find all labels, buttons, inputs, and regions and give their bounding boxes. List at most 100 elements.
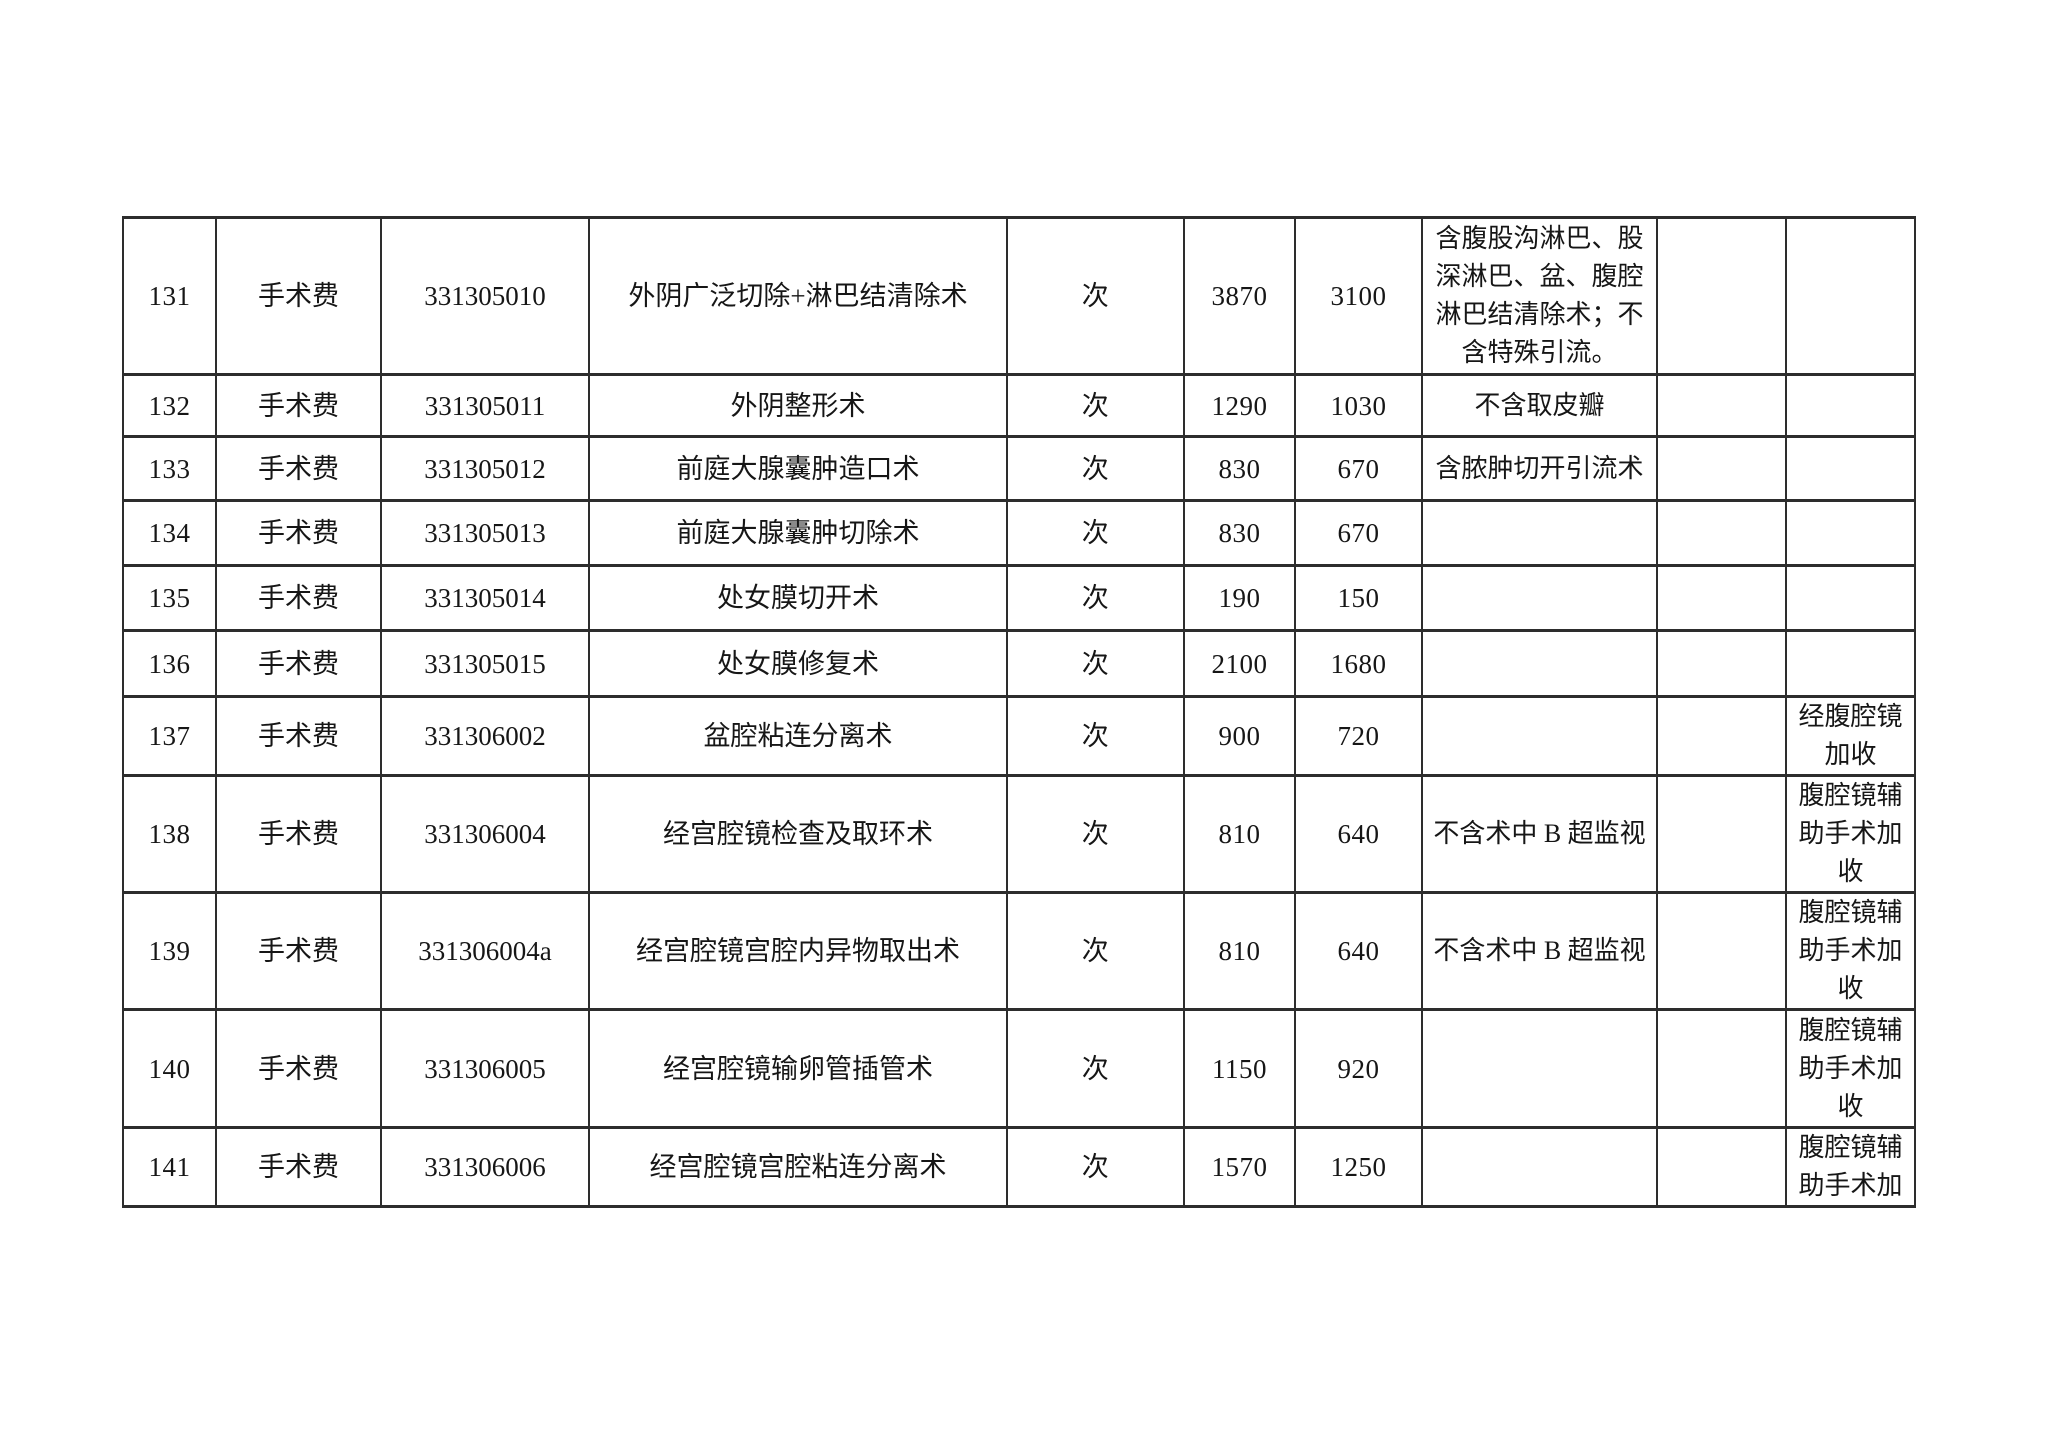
cell-code: 331306004a [380, 891, 590, 1011]
cell-category: 手术费 [215, 373, 382, 438]
cell-code: 331305010 [380, 216, 590, 376]
cell-category: 手术费 [215, 695, 382, 777]
cell-code: 331305011 [380, 373, 590, 438]
cell-unit: 次 [1006, 1008, 1185, 1129]
cell-unit: 次 [1006, 1126, 1185, 1208]
cell-price_b: 720 [1294, 695, 1423, 777]
cell-code: 331306006 [380, 1126, 590, 1208]
cell-no: 137 [122, 695, 217, 777]
cell-unit: 次 [1006, 774, 1185, 894]
cell-price_a: 1570 [1183, 1126, 1296, 1208]
cell-code: 331305013 [380, 499, 590, 567]
cell-price_b: 1680 [1294, 629, 1423, 698]
table-row: 138 手术费 331306004 经宫腔镜检查及取环术次 810 640 不含术中 B 超… [122, 774, 1916, 894]
table-row: 134 手术费 331305013 前庭大腺囊肿切除术次 830 670 [122, 499, 1916, 567]
cell-note [1421, 695, 1658, 777]
cell-name: 外阴整形术 [588, 373, 1008, 438]
cell-addon [1785, 216, 1916, 376]
cell-code: 331305012 [380, 435, 590, 502]
cell-extra [1656, 435, 1787, 502]
table-row: 137 手术费 331306002 盆腔粘连分离术次 900 720 经腹腔镜加收 [122, 695, 1916, 777]
cell-extra [1656, 891, 1787, 1011]
cell-price_a: 190 [1183, 564, 1296, 632]
cell-price_b: 920 [1294, 1008, 1423, 1129]
cell-price_b: 3100 [1294, 216, 1423, 376]
cell-price_a: 830 [1183, 435, 1296, 502]
cell-name: 前庭大腺囊肿切除术 [588, 499, 1008, 567]
cell-name: 前庭大腺囊肿造口术 [588, 435, 1008, 502]
cell-category: 手术费 [215, 435, 382, 502]
cell-price_b: 670 [1294, 435, 1423, 502]
cell-category: 手术费 [215, 564, 382, 632]
cell-no: 134 [122, 499, 217, 567]
cell-code: 331306002 [380, 695, 590, 777]
cell-price_b: 670 [1294, 499, 1423, 567]
cell-name: 经宫腔镜检查及取环术 [588, 774, 1008, 894]
fee-table-body: 131 手术费 331305010 外阴广泛切除+淋巴结清除术次 3870 3100 含腹股… [122, 216, 1916, 1208]
cell-no: 136 [122, 629, 217, 698]
cell-unit: 次 [1006, 564, 1185, 632]
cell-unit: 次 [1006, 216, 1185, 376]
cell-no: 141 [122, 1126, 217, 1208]
cell-no: 132 [122, 373, 217, 438]
cell-addon: 腹腔镜辅助手术加收 [1785, 891, 1916, 1011]
cell-extra [1656, 373, 1787, 438]
cell-code: 331306004 [380, 774, 590, 894]
cell-note [1421, 629, 1658, 698]
cell-addon [1785, 435, 1916, 502]
table-row: 139 手术费 331306004a 经宫腔镜宫腔内异物取出术次 810 640 不含术中 … [122, 891, 1916, 1011]
cell-addon [1785, 629, 1916, 698]
cell-price_a: 3870 [1183, 216, 1296, 376]
cell-unit: 次 [1006, 499, 1185, 567]
cell-no: 131 [122, 216, 217, 376]
cell-category: 手术费 [215, 216, 382, 376]
table-row: 131 手术费 331305010 外阴广泛切除+淋巴结清除术次 3870 3100 含腹股… [122, 216, 1916, 376]
cell-note: 含脓肿切开引流术 [1421, 435, 1658, 502]
cell-note: 不含术中 B 超监视 [1421, 774, 1658, 894]
cell-extra [1656, 564, 1787, 632]
cell-addon [1785, 499, 1916, 567]
cell-addon: 腹腔镜辅助手术加收 [1785, 774, 1916, 894]
cell-extra [1656, 695, 1787, 777]
cell-price_b: 640 [1294, 774, 1423, 894]
cell-price_a: 810 [1183, 891, 1296, 1011]
cell-price_b: 1030 [1294, 373, 1423, 438]
cell-addon: 经腹腔镜加收 [1785, 695, 1916, 777]
cell-price_a: 900 [1183, 695, 1296, 777]
cell-name: 经宫腔镜宫腔粘连分离术 [588, 1126, 1008, 1208]
table-row: 135 手术费 331305014 处女膜切开术次 190 150 [122, 564, 1916, 632]
cell-code: 331306005 [380, 1008, 590, 1129]
table-row: 140 手术费 331306005 经宫腔镜输卵管插管术次 1150 920 腹腔镜辅助手术… [122, 1008, 1916, 1129]
cell-price_a: 2100 [1183, 629, 1296, 698]
cell-price_b: 640 [1294, 891, 1423, 1011]
cell-note [1421, 499, 1658, 567]
cell-price_b: 1250 [1294, 1126, 1423, 1208]
cell-note: 不含术中 B 超监视 [1421, 891, 1658, 1011]
cell-category: 手术费 [215, 1126, 382, 1208]
cell-addon: 腹腔镜辅助手术加 [1785, 1126, 1916, 1208]
cell-category: 手术费 [215, 891, 382, 1011]
cell-note [1421, 564, 1658, 632]
cell-category: 手术费 [215, 1008, 382, 1129]
cell-name: 经宫腔镜输卵管插管术 [588, 1008, 1008, 1129]
table-row: 133 手术费 331305012 前庭大腺囊肿造口术次 830 670 含脓肿切开引流术 [122, 435, 1916, 502]
cell-price_a: 830 [1183, 499, 1296, 567]
cell-code: 331305015 [380, 629, 590, 698]
cell-note [1421, 1008, 1658, 1129]
table-row: 141 手术费 331306006 经宫腔镜宫腔粘连分离术次 1570 1250 腹腔镜辅助… [122, 1126, 1916, 1208]
cell-no: 133 [122, 435, 217, 502]
cell-category: 手术费 [215, 499, 382, 567]
cell-extra [1656, 629, 1787, 698]
cell-name: 处女膜切开术 [588, 564, 1008, 632]
cell-price_a: 1150 [1183, 1008, 1296, 1129]
cell-note [1421, 1126, 1658, 1208]
cell-no: 139 [122, 891, 217, 1011]
cell-extra [1656, 499, 1787, 567]
cell-price_a: 810 [1183, 774, 1296, 894]
cell-category: 手术费 [215, 774, 382, 894]
cell-name: 外阴广泛切除+淋巴结清除术 [588, 216, 1008, 376]
cell-extra [1656, 1008, 1787, 1129]
cell-name: 盆腔粘连分离术 [588, 695, 1008, 777]
cell-unit: 次 [1006, 695, 1185, 777]
